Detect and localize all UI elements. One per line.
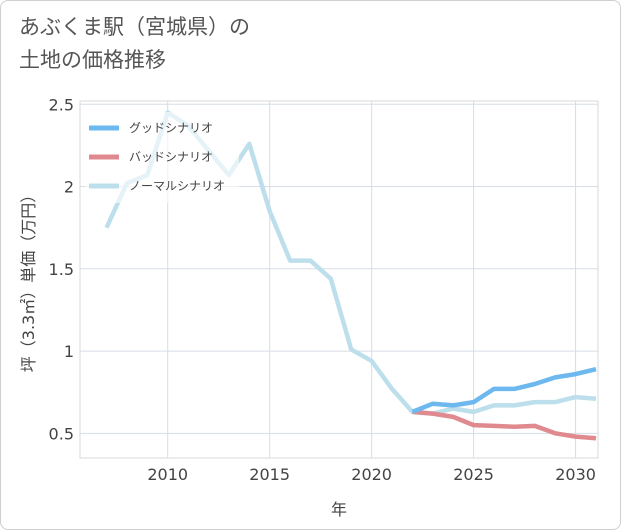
- title-line-1: あぶくま駅（宮城県）の: [19, 15, 250, 39]
- x-axis-label: 年: [331, 500, 347, 519]
- x-tick-label: 2015: [249, 465, 290, 484]
- y-tick-label: 0.5: [49, 424, 74, 443]
- x-tick-label: 2010: [147, 465, 188, 484]
- series-line-0: [411, 367, 597, 414]
- y-tick-label: 1: [64, 342, 74, 361]
- axes: 2010 2015 2020 2025 2030 0.5 1 1.5 2 2.5 年 坪（3.3㎡）単…: [19, 95, 596, 519]
- y-tick-label: 2: [64, 178, 74, 197]
- plot-frame: [79, 100, 599, 459]
- x-tick-label: 2025: [453, 465, 494, 484]
- x-tick-label: 2030: [555, 465, 596, 484]
- legend-label: バッドシナリオ: [129, 150, 213, 164]
- legend-label: ノーマルシナリオ: [129, 179, 225, 193]
- title-line-2: 土地の価格推移: [19, 48, 166, 72]
- x-tick-label: 2020: [351, 465, 392, 484]
- y-tick-label: 2.5: [49, 95, 74, 114]
- legend-label: グッドシナリオ: [129, 121, 213, 135]
- chart-title: あぶくま駅（宮城県）の 土地の価格推移: [19, 11, 250, 77]
- y-tick-label: 1.5: [49, 260, 74, 279]
- series-line-1: [412, 409, 597, 441]
- y-axis-label: 坪（3.3㎡）単価（万円）: [19, 187, 38, 372]
- grid-lines: [79, 100, 599, 459]
